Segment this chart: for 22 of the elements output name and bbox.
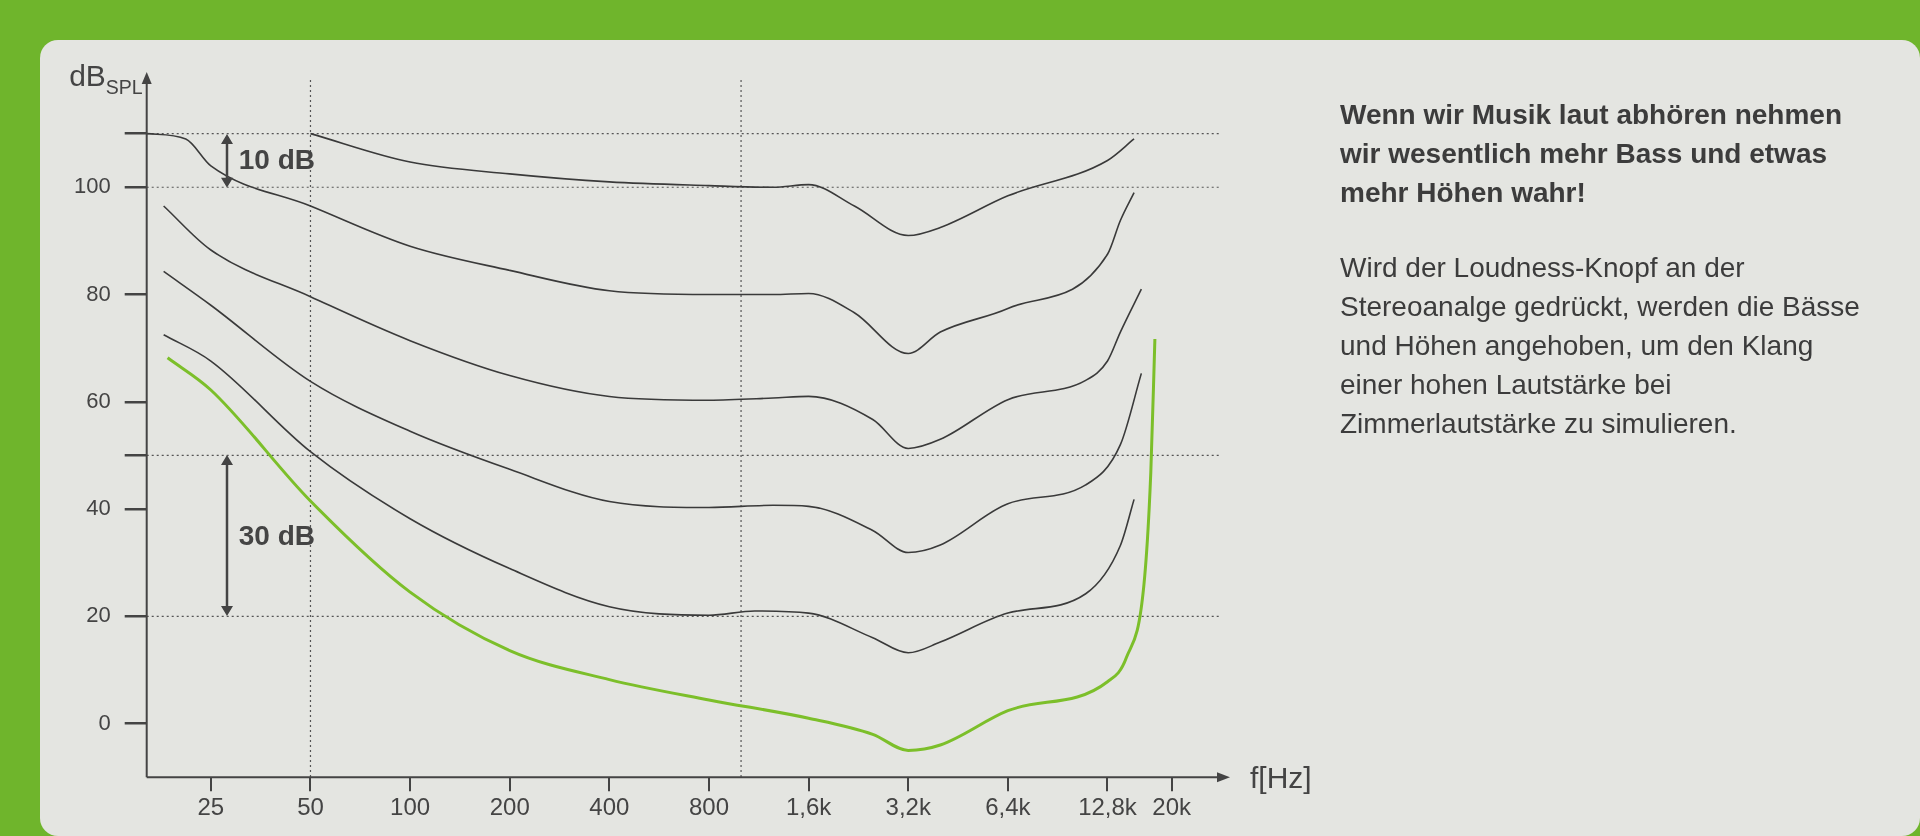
x-tick-label: 6,4k — [985, 793, 1032, 821]
x-tick-label: 400 — [589, 793, 630, 821]
text: Wenn wir Musik laut abhören nehmen wir wesentlich mehr Bass und etwas mehr Höhen wahr! — [1340, 98, 1843, 210]
y-tick-label: 100 — [73, 173, 111, 199]
y-tick-label: 0 — [98, 709, 111, 735]
annotation: 10 dB — [238, 144, 315, 177]
x-tick-label: 100 — [390, 793, 431, 821]
y-tick-label: 80 — [86, 280, 111, 306]
x-tick-label: 1,6k — [785, 793, 833, 821]
y-tick-label: 40 — [86, 495, 111, 521]
y-tick-label: 20 — [86, 602, 111, 628]
x-tick-label: 25 — [197, 793, 225, 821]
x-tick-label: 800 — [688, 793, 730, 821]
x-tick-label: 20k — [1152, 793, 1192, 821]
x-tick-label: 3,2k — [885, 793, 932, 821]
x-tick-label: 200 — [489, 793, 530, 821]
text: Wird der Loudness-Knopf an der Stereoanalge gedrückt, werden die Bässe und Höhen angehoben, um den Klang einer hohen Lautstärke bei Zimmerlautstärke zu simulieren. — [1340, 251, 1861, 441]
y-tick-label: 60 — [86, 387, 111, 413]
x-axis-title: f[Hz] — [1250, 761, 1312, 795]
x-tick-label: 50 — [297, 793, 324, 821]
annotation: 30 dB — [238, 519, 315, 552]
x-tick-label: 12,8k — [1078, 793, 1138, 821]
